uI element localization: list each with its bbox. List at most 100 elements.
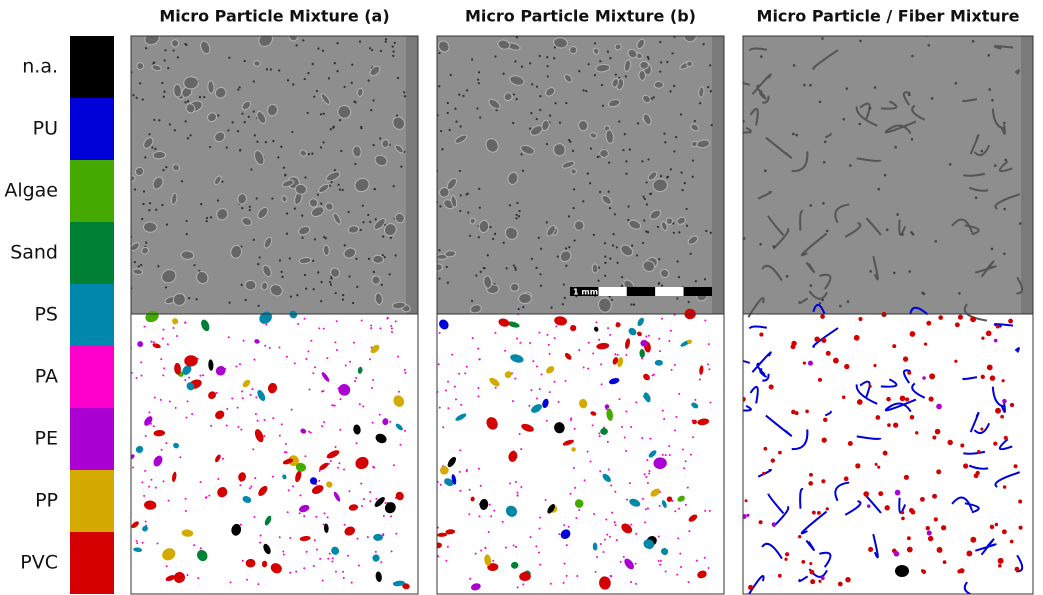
particle-class	[937, 547, 943, 553]
pa-speck	[389, 421, 391, 423]
pa-speck	[379, 414, 381, 416]
particle-class	[1010, 540, 1014, 544]
particle-class	[809, 473, 813, 477]
dark-speck	[339, 119, 341, 121]
dark-speck	[921, 292, 924, 295]
dark-speck	[181, 180, 183, 182]
pa-speck	[314, 539, 316, 541]
pa-speck	[558, 401, 560, 403]
dark-speck	[184, 101, 186, 103]
dark-speck	[145, 47, 147, 49]
pa-speck	[347, 555, 349, 557]
legend-label: PP	[35, 490, 58, 512]
pa-speck	[690, 454, 692, 456]
particle-class	[981, 336, 984, 339]
pa-speck	[188, 377, 190, 379]
particle-class	[868, 547, 873, 552]
pa-speck	[324, 512, 326, 514]
pa-speck	[316, 549, 318, 551]
pa-speck	[665, 570, 667, 572]
dark-speck	[622, 149, 624, 151]
pa-speck	[587, 368, 589, 370]
pa-speck	[185, 498, 187, 500]
dark-speck	[512, 122, 514, 124]
panel	[725, 27, 1033, 595]
dark-speck	[659, 71, 661, 73]
particle-class	[943, 560, 947, 564]
dark-speck	[447, 102, 449, 104]
pa-speck	[240, 524, 242, 526]
particle-class	[844, 476, 849, 481]
pa-speck	[308, 431, 310, 433]
dark-speck	[568, 215, 570, 217]
fiber-image	[813, 27, 824, 36]
pa-speck	[583, 366, 585, 368]
particle-class	[842, 396, 845, 399]
pa-speck	[674, 364, 676, 366]
pa-speck	[310, 340, 312, 342]
pa-speck	[619, 398, 621, 400]
particle-class	[954, 360, 957, 363]
pa-speck	[478, 358, 480, 360]
dark-speck	[294, 208, 296, 210]
particle-class	[810, 570, 815, 575]
pa-speck	[478, 515, 480, 517]
pa-speck	[566, 575, 568, 577]
dark-speck	[661, 284, 663, 286]
pa-speck	[199, 375, 201, 377]
pa-speck	[331, 404, 333, 406]
pa-speck	[704, 510, 706, 512]
dark-speck	[187, 100, 189, 102]
pa-speck	[675, 416, 677, 418]
dark-speck	[154, 148, 156, 150]
dark-speck	[362, 221, 364, 223]
dark-speck	[469, 235, 471, 237]
dark-speck	[611, 299, 613, 301]
dark-speck	[478, 236, 480, 238]
legend-label: n.a.	[22, 56, 58, 78]
pa-speck	[707, 363, 709, 365]
pa-speck	[635, 401, 637, 403]
pa-speck	[694, 399, 696, 401]
dark-speck	[633, 304, 635, 306]
dark-speck	[582, 200, 584, 202]
dark-speck	[256, 141, 258, 143]
dark-speck	[666, 176, 668, 178]
dark-speck	[166, 223, 168, 225]
dark-speck	[249, 206, 251, 208]
pa-speck	[683, 467, 685, 469]
dark-speck	[647, 158, 649, 160]
particle-class	[938, 315, 943, 320]
pa-speck	[590, 461, 592, 463]
dark-speck	[237, 88, 239, 90]
dark-speck	[317, 271, 319, 273]
particle-class	[763, 447, 767, 451]
dark-speck	[572, 150, 574, 152]
particle-class	[910, 415, 915, 420]
pa-speck	[488, 531, 490, 533]
dark-speck	[373, 144, 375, 146]
pa-speck	[312, 372, 314, 374]
pa-speck	[455, 398, 457, 400]
pa-speck	[554, 381, 556, 383]
dark-speck	[539, 109, 541, 111]
pa-speck	[490, 515, 492, 517]
dark-speck	[281, 276, 283, 278]
pa-speck	[598, 339, 600, 341]
pa-speck	[576, 575, 578, 577]
dark-speck	[157, 265, 159, 267]
dark-speck	[278, 69, 280, 71]
pa-speck	[391, 550, 393, 552]
dark-speck	[516, 98, 518, 100]
particle-class	[759, 520, 763, 524]
dark-speck	[165, 286, 167, 288]
pa-speck	[315, 516, 317, 518]
dark-speck	[793, 64, 796, 67]
dark-speck	[645, 230, 647, 232]
pa-speck	[255, 413, 257, 415]
dark-speck	[636, 254, 638, 256]
pa-speck	[375, 551, 377, 553]
pa-speck	[257, 583, 259, 585]
pa-speck	[652, 374, 654, 376]
pa-speck	[439, 332, 441, 334]
